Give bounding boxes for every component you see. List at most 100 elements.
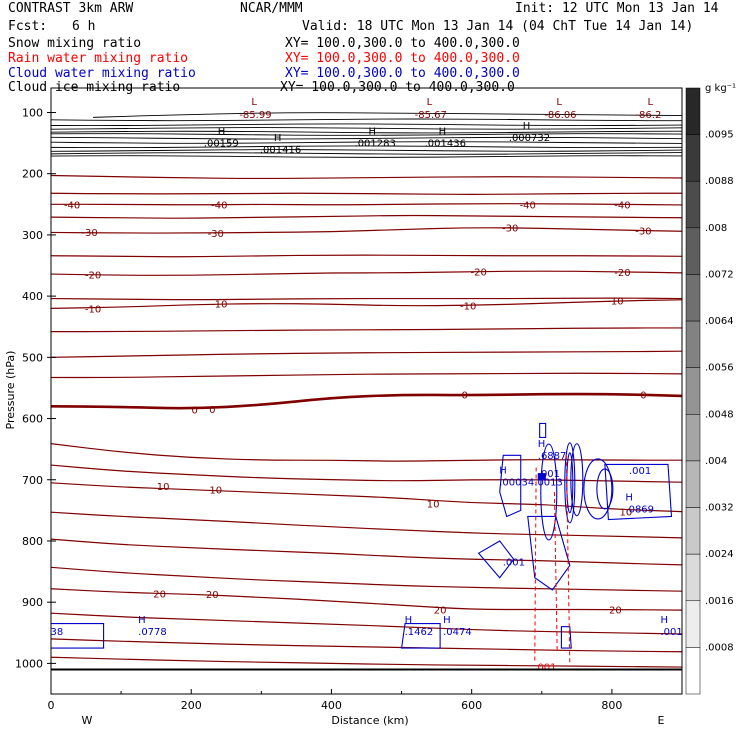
cloud-water-value: .0013 (534, 477, 563, 488)
cloud-water-contour (51, 623, 105, 649)
low-marker: L (647, 97, 653, 108)
colorbar: .0095 .0088 .008 .0072 .0064 .0056 .0048 .004 .0… (685, 83, 736, 695)
colorbar-tick-label: .004 (705, 456, 727, 467)
snow-high-value: .000732 (509, 133, 550, 144)
snow-contour-line (50, 130, 683, 134)
isotherm-label: 10 (209, 486, 222, 497)
init-time: Init: 12 UTC Mon 13 Jan 14 (515, 1, 719, 16)
isotherm-label: -10 (211, 299, 227, 310)
colorbar-swatch (685, 507, 701, 555)
colorbar-swatch (685, 274, 701, 322)
isotherm-line (50, 656, 683, 668)
snow-high-marker: H (274, 133, 282, 144)
isotherm-label: 10 (620, 508, 633, 519)
rain-water-value: .001 (534, 662, 556, 673)
isotherm-label: -20 (614, 268, 630, 279)
x-tick-label: 400 (321, 699, 342, 712)
isotherm-label: -10 (85, 304, 101, 315)
colorbar-tick-label: .0064 (705, 316, 734, 327)
cloud-water-value: 38 (51, 627, 64, 638)
x-axis-title: Distance (km) (331, 714, 408, 727)
y-tick-label: 600 (22, 413, 43, 426)
colorbar-tick-label: .0016 (705, 596, 734, 607)
isotherm-label: 0 (640, 391, 646, 402)
colorbar-tick-label: .0095 (705, 130, 734, 141)
cloud-water-contour (499, 454, 522, 518)
cloud-water-contours (51, 422, 673, 649)
snow-high-marker: H (218, 126, 226, 137)
isotherm-line (51, 327, 682, 333)
cloud-water-contour (583, 458, 613, 520)
isotherm-label: -40 (520, 200, 536, 211)
low-value: -85.67 (415, 110, 447, 121)
field-xy-rain: XY= 100.0,300.0 to 400.0,300.0 (285, 51, 520, 66)
isotherm-line (50, 350, 683, 358)
field-title-cloud-water: Cloud water mixing ratio (8, 66, 196, 81)
field-title-snow: Snow mixing ratio (8, 36, 142, 51)
isotherm-line (50, 392, 683, 410)
isotherm-line (50, 192, 682, 195)
snow-contour-line (50, 118, 683, 122)
colorbar-swatch (685, 320, 701, 368)
cloud-water-high-marker: H (625, 492, 633, 503)
colorbar-swatch (685, 180, 701, 229)
cloud-water-contour (564, 442, 576, 524)
colorbar-unit: g kg⁻¹ (705, 83, 736, 94)
colorbar-tick-label: .0048 (705, 409, 734, 420)
cloud-water-value: .0474 (443, 627, 472, 638)
isotherm-label: -30 (635, 227, 651, 238)
y-tick-label: 100 (22, 106, 43, 119)
cloud-water-value: .001 (503, 558, 525, 569)
y-tick-label: 200 (22, 168, 43, 181)
cloud-water-contour (560, 626, 572, 649)
colorbar-swatch (685, 460, 701, 508)
cloud-water-value: .0869 (625, 504, 654, 515)
colorbar-swatch (685, 134, 701, 182)
forecast-label: Fcst: (8, 19, 48, 34)
cloud-water-core (537, 473, 546, 481)
low-marker: L (556, 97, 562, 108)
cloud-water-contour (527, 515, 571, 591)
center-name: NCAR/MMM (240, 1, 303, 16)
model-name: CONTRAST 3km ARW (8, 1, 134, 16)
field-xy-snow: XY= 100.0,300.0 to 400.0,300.0 (285, 36, 520, 51)
upper-level-contours (50, 112, 683, 158)
cloud-water-high-marker: H (538, 439, 546, 450)
snow-high-marker: H (369, 126, 377, 137)
isotherm-line (51, 203, 683, 206)
east-label: E (658, 714, 665, 727)
colorbar-swatch (685, 600, 701, 648)
forecast-hour: 6 h (72, 19, 96, 34)
rain-water-contour (534, 455, 571, 664)
isotherm-label: -40 (211, 200, 227, 211)
isotherm-label: 10 (157, 482, 170, 493)
isotherm-line (50, 299, 683, 309)
isotherm-label: 20 (153, 590, 166, 601)
snow-high-value: .001283 (355, 138, 396, 149)
snow-contour-line (50, 136, 683, 140)
snow-contour-line (93, 112, 683, 118)
cloud-water-contour (604, 463, 673, 521)
isotherm-label: -10 (460, 301, 476, 312)
isotherm-line (50, 511, 683, 539)
field-xy-cloud-water: XY= 100.0,300.0 to 400.0,300.0 (285, 66, 520, 81)
colorbar-tick-label: .0008 (705, 642, 734, 653)
isotherm-line (50, 372, 683, 379)
plot-frame (50, 87, 683, 695)
isotherm-label: 0 (192, 405, 198, 416)
snow-contour-line (50, 127, 683, 130)
isotherm-line (50, 588, 683, 611)
isotherm-line (50, 254, 683, 258)
isotherm-label: -40 (64, 200, 80, 211)
cloud-water-value: .6887 (538, 451, 567, 462)
cloud-water-high-marker: H (499, 465, 507, 476)
snow-high-marker: H (523, 121, 531, 132)
valid-time: Valid: 18 UTC Mon 13 Jan 14 (04 ChT Tue … (302, 19, 694, 34)
isotherm-label: 0 (461, 391, 467, 402)
colorbar-swatch (685, 367, 701, 415)
colorbar-tick-label: .0032 (705, 503, 734, 514)
snow-high-value: .001436 (425, 138, 466, 149)
low-marker: L (427, 97, 433, 108)
rain-water-contours (534, 455, 571, 664)
